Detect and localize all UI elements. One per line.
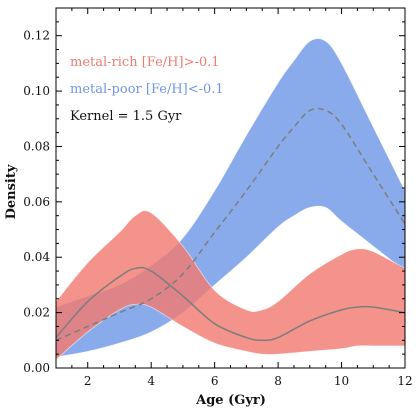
x-tick-label: 12: [397, 374, 412, 388]
y-tick-label: 0.10: [23, 84, 50, 98]
y-tick-label: 0.12: [23, 29, 50, 43]
y-tick-label: 0.08: [23, 139, 50, 153]
x-tick-label: 6: [211, 374, 219, 388]
x-axis-label: Age (Gyr): [195, 393, 266, 408]
x-tick-label: 2: [84, 374, 92, 388]
y-tick-label: 0.02: [23, 306, 50, 320]
metal-rich-band: [56, 210, 405, 361]
x-tick-label: 10: [334, 374, 349, 388]
axes: 2 4 6 8 10 12 0.00 0.02 0.04 0.06 0.08 0.10 0.12: [23, 7, 413, 388]
y-tick-label: 0.00: [23, 361, 50, 375]
legend-item-metal-rich: metal-rich [Fe/H]>-0.1: [70, 55, 220, 70]
x-tick-label: 4: [147, 374, 155, 388]
metal-poor-median-line: [56, 107, 405, 341]
y-tick-label: 0.06: [23, 195, 50, 209]
y-axis-label: Density: [4, 164, 19, 219]
metal-rich-median-line: [56, 266, 405, 342]
y-tick-label: 0.04: [23, 250, 50, 264]
kernel-annotation: Kernel = 1.5 Gyr: [70, 109, 182, 124]
legend-item-metal-poor: metal-poor [Fe/H]<-0.1: [70, 82, 224, 97]
plot-area: [56, 38, 405, 361]
x-tick-label: 8: [274, 374, 282, 388]
